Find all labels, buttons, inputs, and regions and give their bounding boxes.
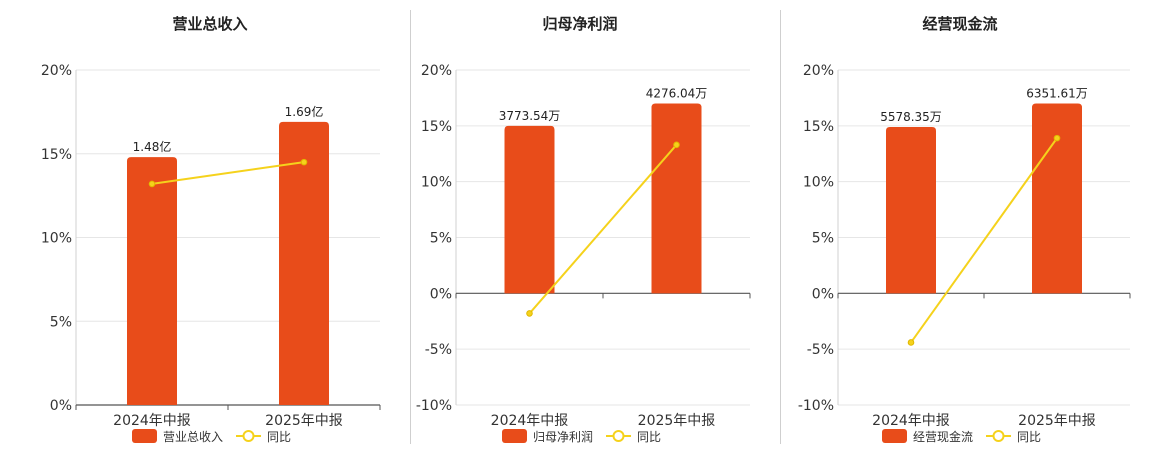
y-tick-label: 0% <box>50 398 72 414</box>
y-tick-label: 10% <box>803 175 834 191</box>
legend-swatch-marker <box>242 430 255 442</box>
legend-label-bar: 归母净利润 <box>533 430 593 444</box>
x-tick-label: 2024年中报 <box>113 413 191 429</box>
line-point <box>907 339 915 346</box>
bar-data-label: 1.69亿 <box>285 104 324 119</box>
divider <box>410 10 411 444</box>
bar <box>886 126 936 294</box>
y-tick-label: -5% <box>807 342 834 358</box>
y-tick-label: 15% <box>421 119 452 135</box>
line-point <box>1053 134 1061 142</box>
line-series <box>151 161 305 185</box>
legend-label-line: 同比 <box>1017 430 1041 444</box>
bar-data-label: 3773.54万 <box>499 109 561 123</box>
y-tick-label: 5% <box>50 314 72 330</box>
y-tick-label: 20% <box>803 63 834 79</box>
line-point <box>526 310 533 317</box>
x-tick-label: 2025年中报 <box>265 413 343 429</box>
bar <box>127 157 177 405</box>
chart-title: 营业总收入 <box>172 15 247 33</box>
divider <box>780 10 781 444</box>
chart-title: 经营现金流 <box>922 15 997 33</box>
y-tick-label: 15% <box>41 147 72 163</box>
y-tick-label: 5% <box>812 231 834 247</box>
bar-data-label: 1.48亿 <box>133 139 172 154</box>
line-series <box>910 137 1058 344</box>
legend-swatch-marker <box>992 430 1005 442</box>
bar <box>504 125 555 294</box>
legend-swatch-marker <box>612 430 625 442</box>
y-tick-label: -5% <box>425 342 452 358</box>
y-tick-label: 15% <box>803 119 834 135</box>
chart-panel-cash-flow: 经营现金流 -10% -5% 0% 5% 10% 15% 20% 5578.35万 6351.61… <box>770 0 1160 450</box>
x-tick-label: 2024年中报 <box>872 413 950 429</box>
bar <box>279 121 329 406</box>
chart-cash-flow: 经营现金流 -10% -5% 0% 5% 10% 15% 20% 5578.35万 6351.61… <box>798 15 1131 444</box>
bar <box>651 103 702 294</box>
bar <box>1032 103 1082 294</box>
line-point <box>148 180 156 188</box>
y-tick-label: 5% <box>430 231 452 247</box>
y-tick-label: 10% <box>41 231 72 247</box>
chart-net-profit: 归母净利润 -10% -5% 0% 5% 10% 15% 20% 3773.54万 4276.04… <box>416 15 751 444</box>
legend-label-line: 同比 <box>637 430 661 444</box>
y-tick-label: -10% <box>416 398 452 414</box>
y-tick-label: 0% <box>430 286 452 302</box>
legend-label-bar: 营业总收入 <box>163 430 223 444</box>
y-tick-label: -10% <box>798 398 834 414</box>
y-tick-label: 0% <box>812 286 834 302</box>
chart-revenue: 营业总收入 0% 5% 10% 15% 20% 1.48亿 1.69亿 2024年中报 2025年… <box>41 15 381 444</box>
line-point <box>673 141 680 149</box>
chart-title: 归母净利润 <box>542 15 617 33</box>
legend-label-line: 同比 <box>267 430 291 444</box>
line-point <box>300 158 308 166</box>
chart-panel-revenue: 营业总收入 0% 5% 10% 15% 20% 1.48亿 1.69亿 2024年中报 2025年… <box>0 0 390 450</box>
bar-data-label: 5578.35万 <box>880 110 942 124</box>
x-tick-label: 2025年中报 <box>1018 413 1096 429</box>
bar-data-label: 6351.61万 <box>1026 87 1088 101</box>
y-tick-label: 20% <box>421 63 452 79</box>
legend-swatch-bar <box>132 429 157 443</box>
chart-panel-net-profit: 归母净利润 -10% -5% 0% 5% 10% 15% 20% 3773.54万 4276.04… <box>390 0 770 450</box>
line-series <box>528 144 678 315</box>
bar-data-label: 4276.04万 <box>646 87 708 101</box>
legend-label-bar: 经营现金流 <box>913 429 973 444</box>
y-tick-label: 20% <box>41 63 72 79</box>
legend-swatch-bar <box>502 429 527 443</box>
legend-swatch-bar <box>882 429 907 443</box>
x-tick-label: 2025年中报 <box>638 413 716 429</box>
x-tick-label: 2024年中报 <box>491 413 569 429</box>
y-tick-label: 10% <box>421 175 452 191</box>
